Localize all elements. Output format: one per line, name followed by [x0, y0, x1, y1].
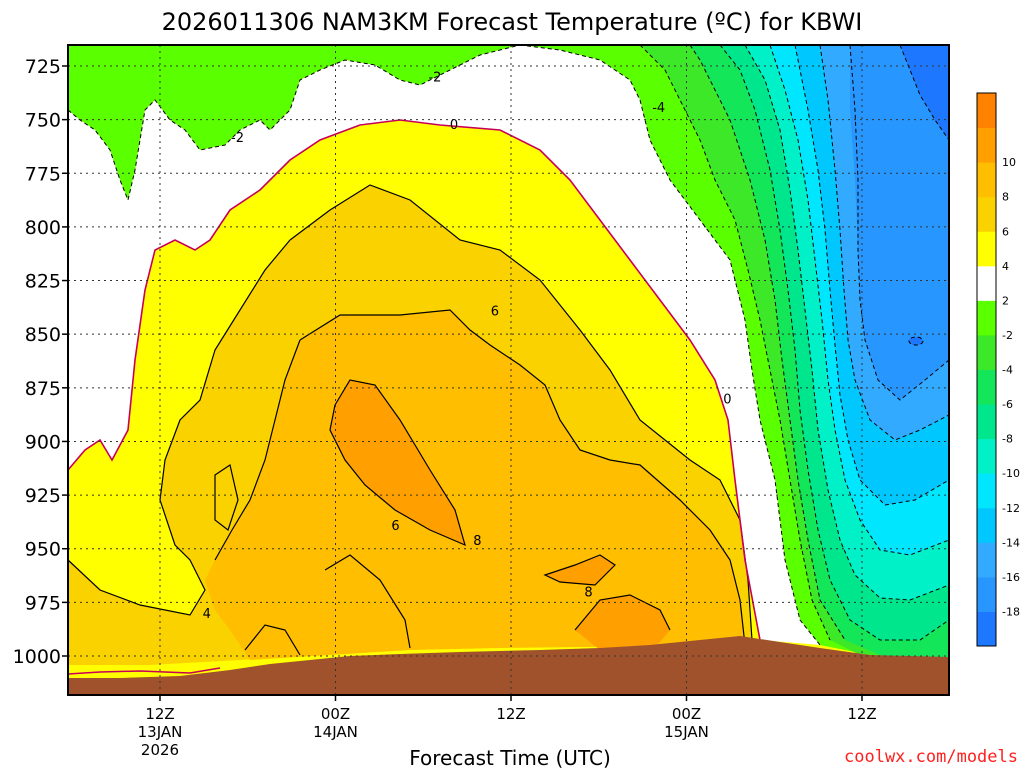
colorbar-segment — [977, 576, 996, 612]
colorbar-label: -12 — [1002, 502, 1020, 515]
colorbar-segment — [977, 162, 996, 198]
isotherm-lines — [67, 184, 753, 656]
zero-isotherm — [67, 119, 761, 641]
colorbar-frame — [976, 92, 997, 647]
colorbar-segment — [977, 196, 996, 232]
surface-line — [67, 667, 221, 675]
grid-lines — [68, 45, 949, 695]
y-tick-label: 800 — [25, 217, 61, 239]
y-tick-label: 925 — [25, 485, 61, 507]
watermark: coolwx.com/models — [844, 747, 1018, 767]
y-tick-label: 850 — [25, 324, 61, 346]
colorbar-segment — [977, 473, 996, 509]
x-tick-label: 2026 — [141, 741, 179, 759]
colorbar-segment — [977, 438, 996, 474]
region-zero-to-two — [68, 45, 820, 645]
region-eight-to-ten-south — [575, 595, 670, 650]
colorbar-segment — [977, 231, 996, 267]
colorbar: -18 -16 -14 -12 -10 -8 -6 -4 -2 2 4 6 8 10 — [976, 92, 1020, 647]
contour-label: 0 — [723, 393, 731, 408]
chart-title: 2026011306 NAM3KM Forecast Temperature (… — [162, 8, 863, 36]
colorbar-segment — [977, 542, 996, 578]
x-tick-label: 12Z — [847, 705, 876, 723]
contour-label: 8 — [473, 534, 481, 549]
contour-label: -4 — [652, 101, 665, 116]
x-tick-label: 12Z — [145, 705, 174, 723]
colorbar-label: 6 — [1002, 225, 1009, 238]
region-minus18 — [850, 45, 949, 400]
colorbar-label: -10 — [1002, 467, 1020, 480]
y-tick-label: 900 — [25, 431, 61, 453]
colorbar-label: -8 — [1002, 433, 1013, 446]
colorbar-segment — [977, 369, 996, 405]
colorbar-label: 10 — [1002, 156, 1016, 169]
y-tick-label: 1000 — [13, 646, 61, 668]
contour-labels: -2 -2 -4 0 0 6 6 8 8 4 — [203, 71, 732, 622]
x-axis-label: Forecast Time (UTC) — [409, 746, 611, 768]
colorbar-label: -6 — [1002, 398, 1013, 411]
y-tick-label: 950 — [25, 539, 61, 561]
colorbar-label: 4 — [1002, 260, 1009, 273]
x-tick-label: 13JAN — [138, 723, 183, 741]
colorbar-segment — [977, 127, 996, 163]
y-tick-label: 775 — [25, 163, 61, 185]
contour-label: 8 — [584, 586, 592, 601]
colorbar-segment — [977, 300, 996, 336]
x-tick-label: 00Z — [321, 705, 350, 723]
terrain-ground — [68, 636, 949, 695]
x-tick-label: 12Z — [496, 705, 525, 723]
y-tick-label: 750 — [25, 110, 61, 132]
x-tick-label: 00Z — [672, 705, 701, 723]
y-axis: 725 750 775 800 825 850 875 900 925 950 975 1000 — [13, 56, 68, 668]
region-minus20 — [900, 45, 949, 140]
colorbar-segment — [977, 507, 996, 543]
y-tick-label: 975 — [25, 592, 61, 614]
y-tick-label: 825 — [25, 271, 61, 293]
colorbar-label: -14 — [1002, 536, 1020, 549]
colorbar-label: -16 — [1002, 571, 1020, 584]
colorbar-label: -18 — [1002, 605, 1020, 618]
plot-area — [67, 44, 950, 695]
colorbar-label: 2 — [1002, 294, 1009, 307]
colorbar-label: 8 — [1002, 191, 1009, 204]
contour-label: 4 — [203, 607, 211, 622]
region-minus2-west — [68, 45, 520, 200]
x-tick-label: 15JAN — [664, 723, 709, 741]
contour-label: -2 — [231, 131, 244, 146]
colorbar-segment — [977, 93, 996, 129]
colorbar-segment — [977, 334, 996, 370]
region-minus20-pocket — [909, 337, 923, 345]
region-eight-pocket — [545, 555, 615, 585]
y-tick-label: 875 — [25, 378, 61, 400]
contour-label: 0 — [450, 118, 458, 133]
colorbar-segment — [977, 265, 996, 301]
below-zero-contours — [67, 44, 950, 646]
contour-label: 6 — [391, 519, 399, 534]
colorbar-label: -2 — [1002, 329, 1013, 342]
colorbar-segment — [977, 611, 996, 647]
colorbar-label: -4 — [1002, 364, 1013, 377]
plot-frame — [67, 44, 950, 696]
contour-label: 6 — [491, 305, 499, 320]
contour-label: -2 — [428, 71, 441, 86]
x-tick-label: 14JAN — [313, 723, 358, 741]
colorbar-segment — [977, 404, 996, 440]
region-eight-to-ten-main — [330, 380, 465, 545]
y-tick-label: 725 — [25, 56, 61, 78]
